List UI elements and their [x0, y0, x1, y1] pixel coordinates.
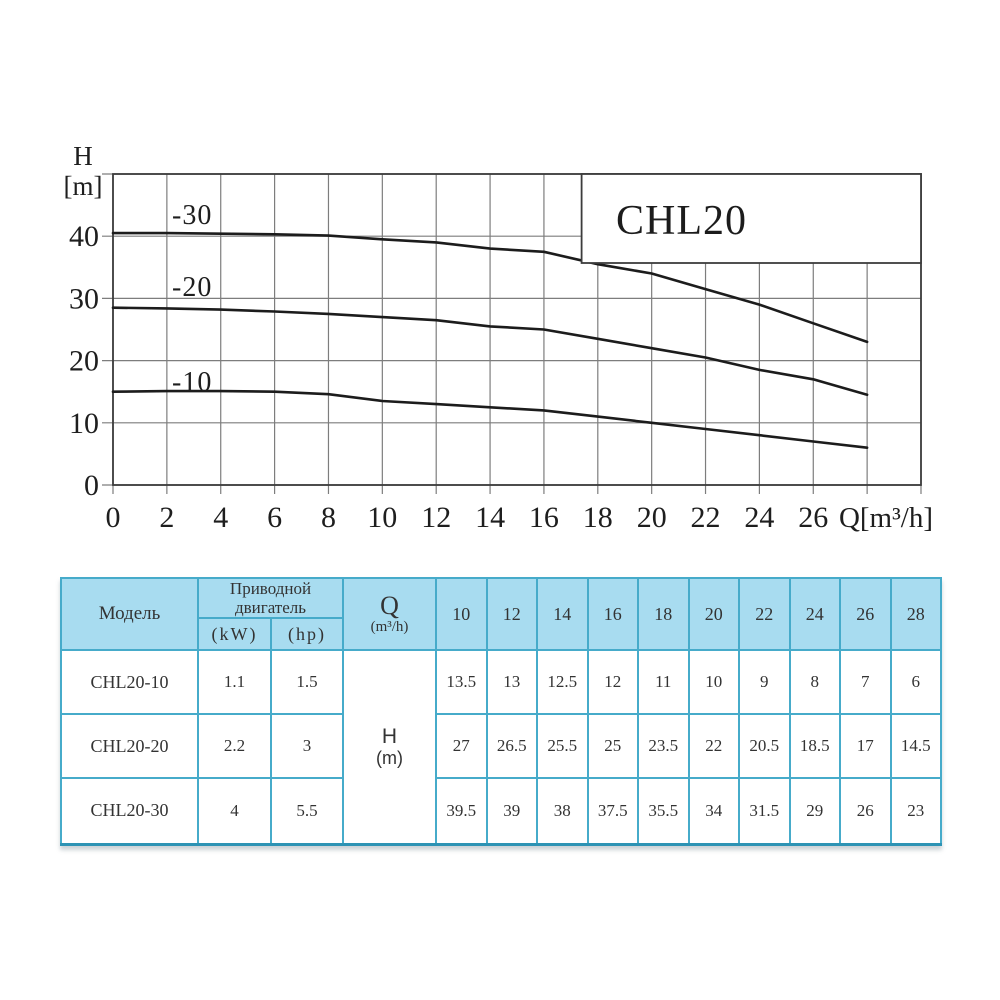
h-value: 39	[485, 777, 538, 845]
h-value: 18.5	[788, 713, 841, 779]
svg-text:20: 20	[69, 345, 99, 378]
h-value: 39.5	[435, 777, 488, 845]
h-value: 38	[536, 777, 589, 845]
h-value: 13	[485, 649, 538, 715]
svg-text:6: 6	[267, 501, 282, 534]
h-value: 25	[586, 713, 639, 779]
header-q-18: 18	[637, 577, 690, 651]
y-axis-title-line1: H	[73, 141, 93, 171]
h-value: 8	[788, 649, 841, 715]
model-cell: CHL20-30	[60, 777, 199, 845]
table-row: CHL20-30 4 5.5 39.5 39 38 37.5 35.5 34 3…	[60, 777, 942, 845]
svg-text:0: 0	[84, 469, 99, 502]
header-motor: Приводной двигатель	[197, 577, 344, 619]
curve-label-10: -10	[172, 367, 213, 398]
h-value: 34	[687, 777, 740, 845]
h-value: 26	[839, 777, 892, 845]
spec-table: Модель Приводной двигатель Q (m³/h) 10 1…	[60, 577, 942, 846]
h-value: 26.5	[485, 713, 538, 779]
svg-text:26: 26	[798, 501, 828, 534]
h-value: 31.5	[738, 777, 791, 845]
header-hp: (hp)	[270, 617, 344, 651]
header-q-unit: (m³/h)	[370, 618, 409, 635]
header-q-16: 16	[586, 577, 639, 651]
header-kw: (kW)	[197, 617, 272, 651]
h-value: 29	[788, 777, 841, 845]
h-value: 37.5	[586, 777, 639, 845]
hp-cell: 1.5	[270, 649, 344, 715]
h-value: 7	[839, 649, 892, 715]
x-axis-title: Q[m³/h]	[838, 502, 934, 534]
h-value: 9	[738, 649, 791, 715]
svg-text:20: 20	[637, 501, 667, 534]
kw-cell: 2.2	[197, 713, 272, 779]
h-value: 10	[687, 649, 740, 715]
header-q-24: 24	[788, 577, 841, 651]
head-unit: (m)	[376, 748, 403, 769]
h-value: 27	[435, 713, 488, 779]
svg-text:30: 30	[69, 282, 99, 315]
model-cell: CHL20-10	[60, 649, 199, 715]
h-value: 25.5	[536, 713, 589, 779]
table-row: CHL20-20 2.2 3 27 26.5 25.5 25 23.5 22 2…	[60, 713, 942, 779]
h-value: 11	[637, 649, 690, 715]
chart-title: CHL20	[616, 198, 747, 244]
y-axis-title: H [m]	[50, 141, 116, 201]
svg-text:10: 10	[69, 407, 99, 440]
y-axis-title-line2: [m]	[63, 171, 103, 201]
head-unit-cell: H (m)	[342, 649, 437, 845]
svg-text:4: 4	[213, 501, 228, 534]
h-value: 14.5	[889, 713, 942, 779]
kw-cell: 4	[197, 777, 272, 845]
h-value: 35.5	[637, 777, 690, 845]
header-q-10: 10	[435, 577, 488, 651]
h-value: 6	[889, 649, 942, 715]
h-value: 17	[839, 713, 892, 779]
header-q-28: 28	[889, 577, 942, 651]
header-flow-q: Q (m³/h)	[342, 577, 437, 651]
curve-label-30: -30	[172, 200, 213, 231]
header-model: Модель	[60, 577, 199, 651]
svg-text:14: 14	[475, 501, 505, 534]
svg-text:16: 16	[529, 501, 559, 534]
svg-text:0: 0	[106, 501, 121, 534]
svg-text:2: 2	[159, 501, 174, 534]
h-value: 12.5	[536, 649, 589, 715]
model-cell: CHL20-20	[60, 713, 199, 779]
h-value: 12	[586, 649, 639, 715]
header-q-22: 22	[738, 577, 791, 651]
h-value: 23.5	[637, 713, 690, 779]
table-row: CHL20-10 1.1 1.5 H (m) 13.5 13 12.5 12 1…	[60, 649, 942, 845]
svg-text:10: 10	[367, 501, 397, 534]
head-symbol: H	[381, 725, 398, 749]
svg-text:8: 8	[321, 501, 336, 534]
header-q-20: 20	[687, 577, 740, 651]
header-q-12: 12	[485, 577, 538, 651]
hp-cell: 5.5	[270, 777, 344, 845]
header-q-14: 14	[536, 577, 589, 651]
header-q-symbol: Q	[380, 590, 399, 620]
svg-text:22: 22	[691, 501, 721, 534]
svg-text:24: 24	[744, 501, 774, 534]
curve-label-20: -20	[172, 272, 213, 303]
h-value: 23	[889, 777, 942, 845]
kw-cell: 1.1	[197, 649, 272, 715]
header-q-26: 26	[839, 577, 892, 651]
svg-text:12: 12	[421, 501, 451, 534]
h-value: 22	[687, 713, 740, 779]
h-value: 20.5	[738, 713, 791, 779]
hp-cell: 3	[270, 713, 344, 779]
svg-text:40: 40	[69, 220, 99, 253]
svg-text:18: 18	[583, 501, 613, 534]
h-value: 13.5	[435, 649, 488, 715]
